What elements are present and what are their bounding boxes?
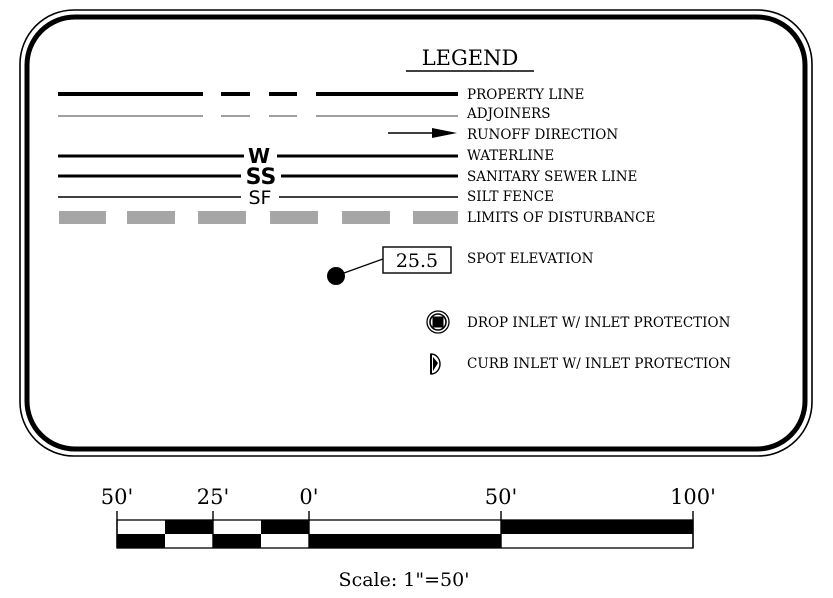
sanitary-sewer-label: SANITARY SEWER LINE bbox=[467, 169, 637, 185]
scale-caption: Scale: 1"=50' bbox=[339, 569, 470, 591]
waterline-label: WATERLINE bbox=[467, 148, 554, 164]
limits-of-disturbance-label: LIMITS OF DISTURBANCE bbox=[467, 210, 655, 226]
sanitary-sewer-code: SS bbox=[246, 165, 277, 190]
runoff-arrow-icon bbox=[388, 128, 457, 138]
curb-inlet-label: CURB INLET W/ INLET PROTECTION bbox=[467, 356, 731, 372]
scale-tick-label: 50' bbox=[485, 485, 518, 509]
spot-elevation-label: SPOT ELEVATION bbox=[467, 251, 594, 267]
silt-fence-code: SF bbox=[249, 187, 272, 209]
adjoiners-label: ADJOINERS bbox=[466, 106, 550, 122]
limits-of-disturbance-symbol bbox=[59, 211, 458, 224]
spot-elevation-symbol bbox=[327, 246, 452, 285]
drop-inlet-label: DROP INLET W/ INLET PROTECTION bbox=[467, 315, 731, 331]
scale-tick-label: 100' bbox=[670, 485, 716, 509]
drop-inlet-icon bbox=[426, 310, 450, 334]
scale-tick-label: 0' bbox=[299, 485, 318, 509]
scale-bar bbox=[116, 511, 694, 549]
scale-tick-label: 25' bbox=[197, 485, 230, 509]
scale-tick-label: 50' bbox=[101, 485, 134, 509]
silt-fence-label: SILT FENCE bbox=[467, 189, 554, 205]
property-line-label: PROPERTY LINE bbox=[467, 87, 584, 103]
legend-frame-inner bbox=[24, 14, 808, 452]
curb-inlet-icon bbox=[430, 353, 441, 375]
waterline-code: W bbox=[248, 144, 270, 168]
legend-title: LEGEND bbox=[422, 46, 519, 70]
spot-elevation-value: 25.5 bbox=[396, 250, 438, 272]
legend-frame-outer bbox=[19, 9, 813, 457]
runoff-direction-label: RUNOFF DIRECTION bbox=[467, 127, 618, 143]
